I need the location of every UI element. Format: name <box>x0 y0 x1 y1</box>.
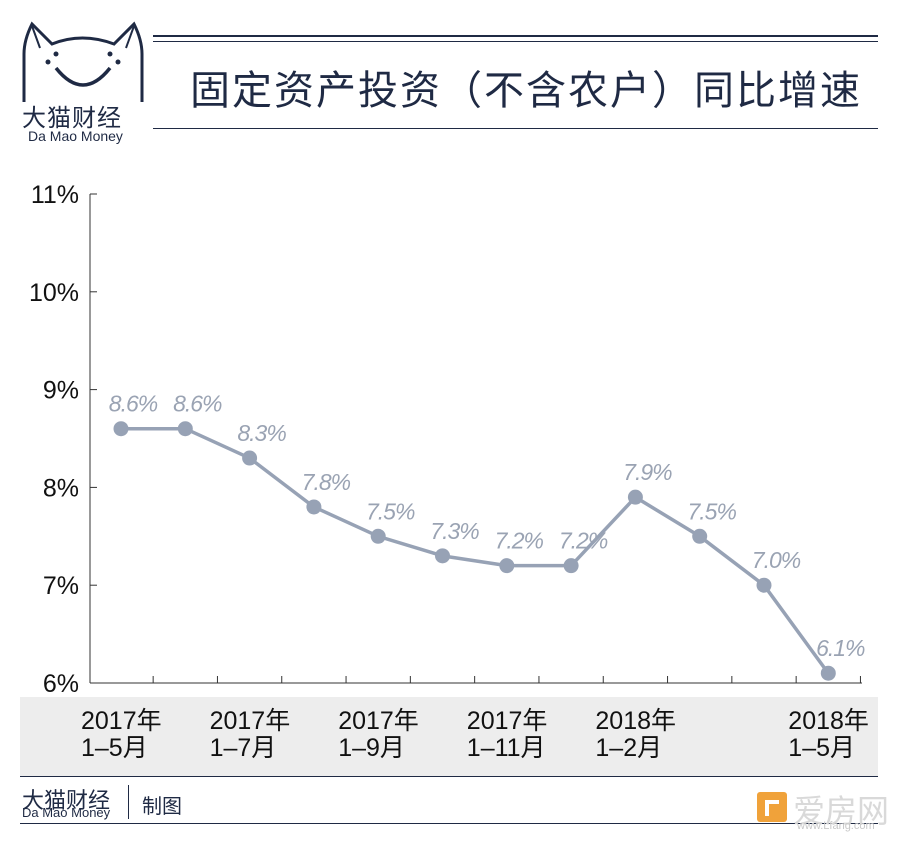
watermark-house-icon <box>757 792 787 822</box>
y-tick-label: 8% <box>43 474 79 502</box>
chart-title: 固定资产投资（不含农户）同比增速 <box>190 69 862 113</box>
y-tick-label: 11% <box>31 181 79 209</box>
x-tick-label-line: 2017年 <box>466 707 548 735</box>
data-label: 7.8% <box>302 469 351 495</box>
data-label: 8.3% <box>237 420 286 446</box>
watermark-text: 爱房网 <box>793 792 890 830</box>
x-tick-label-line: 2018年 <box>788 707 869 735</box>
x-tick-label-line: 2017年 <box>81 707 162 735</box>
footer-brand-en: Da Mao Money <box>22 805 111 820</box>
header-rule-top <box>153 35 878 37</box>
data-point <box>756 577 772 593</box>
data-point <box>627 489 643 505</box>
y-tick-label: 6% <box>43 670 79 695</box>
x-tick-label-line: 1–5月 <box>788 734 856 762</box>
x-tick-label-line: 1–7月 <box>209 734 277 762</box>
data-label: 7.5% <box>687 498 736 524</box>
data-point <box>692 528 708 544</box>
line-chart: 6% 7% 8% 9% 10% 11% 8.6% 8.6% 8.3% 7.8% 7.5% 7.3% 7.… <box>29 181 866 695</box>
x-tick-label: 2018年 1–5月 <box>788 708 869 762</box>
x-tick-label-line: 1–5月 <box>81 734 148 762</box>
data-point <box>242 450 258 466</box>
x-tick-label-line: 2017年 <box>338 707 419 735</box>
x-axis-band-rule <box>20 776 878 777</box>
data-point <box>820 665 836 681</box>
header-rule-bottom <box>153 128 878 129</box>
data-point <box>370 528 386 544</box>
data-point <box>306 499 322 515</box>
x-tick-label: 2017年 1–7月 <box>210 708 291 762</box>
data-label: 7.0% <box>752 547 801 573</box>
x-axis-band <box>20 697 878 777</box>
data-point <box>113 421 129 437</box>
y-tick-label: 10% <box>29 279 79 307</box>
logo-brand-en: Da Mao Money <box>28 128 123 144</box>
data-label: 7.2% <box>495 528 544 554</box>
footer-divider <box>128 785 129 819</box>
x-tick-label: 2018年 1–2月 <box>595 708 676 762</box>
x-tick-label-line: 1–9月 <box>338 734 405 762</box>
data-point <box>499 558 515 574</box>
x-tick-label-line: 1–11月 <box>466 734 546 762</box>
y-tick-label: 9% <box>43 377 79 405</box>
data-label: 7.2% <box>559 528 608 554</box>
x-tick-label: 2017年 1–5月 <box>81 708 162 762</box>
data-point <box>435 548 450 564</box>
y-tick-label: 7% <box>43 572 79 600</box>
watermark-url: www.Lfang.com <box>797 820 875 832</box>
data-label: 7.3% <box>430 518 479 544</box>
data-label: 8.6% <box>173 391 222 417</box>
x-tick-label: 2017年 1–9月 <box>338 708 419 762</box>
data-point <box>563 558 579 574</box>
header: 大猫财经 Da Mao Money 固定资产投资（不含农户）同比增速 <box>0 0 900 150</box>
data-label: 8.6% <box>109 391 158 417</box>
x-tick-label-line: 2018年 <box>595 707 677 735</box>
data-label: 6.1% <box>816 635 865 661</box>
footer-rule <box>20 823 878 824</box>
x-tick-label-line: 2017年 <box>209 707 291 735</box>
header-rule-top-thin <box>153 41 878 42</box>
x-tick-label: 2017年 1–11月 <box>467 708 548 762</box>
cat-logo-icon <box>22 21 144 102</box>
data-label: 7.9% <box>623 459 672 485</box>
data-label: 7.5% <box>366 498 415 524</box>
data-point <box>177 421 193 437</box>
x-tick-label-line: 1–2月 <box>595 734 663 762</box>
footer-brand-cn: 大猫财经 <box>22 788 111 813</box>
footer-made-by: 制图 <box>142 796 182 818</box>
series-line <box>121 426 830 675</box>
logo-brand-cn: 大猫财经 <box>22 105 122 132</box>
